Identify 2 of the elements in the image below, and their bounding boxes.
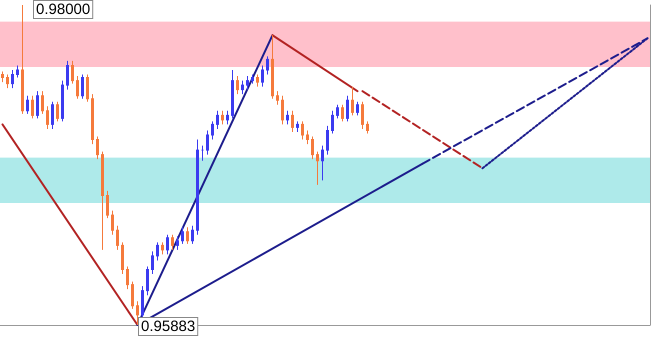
annotation: 0.95883 (141, 318, 196, 335)
annotation: 0.98000 (36, 1, 90, 18)
